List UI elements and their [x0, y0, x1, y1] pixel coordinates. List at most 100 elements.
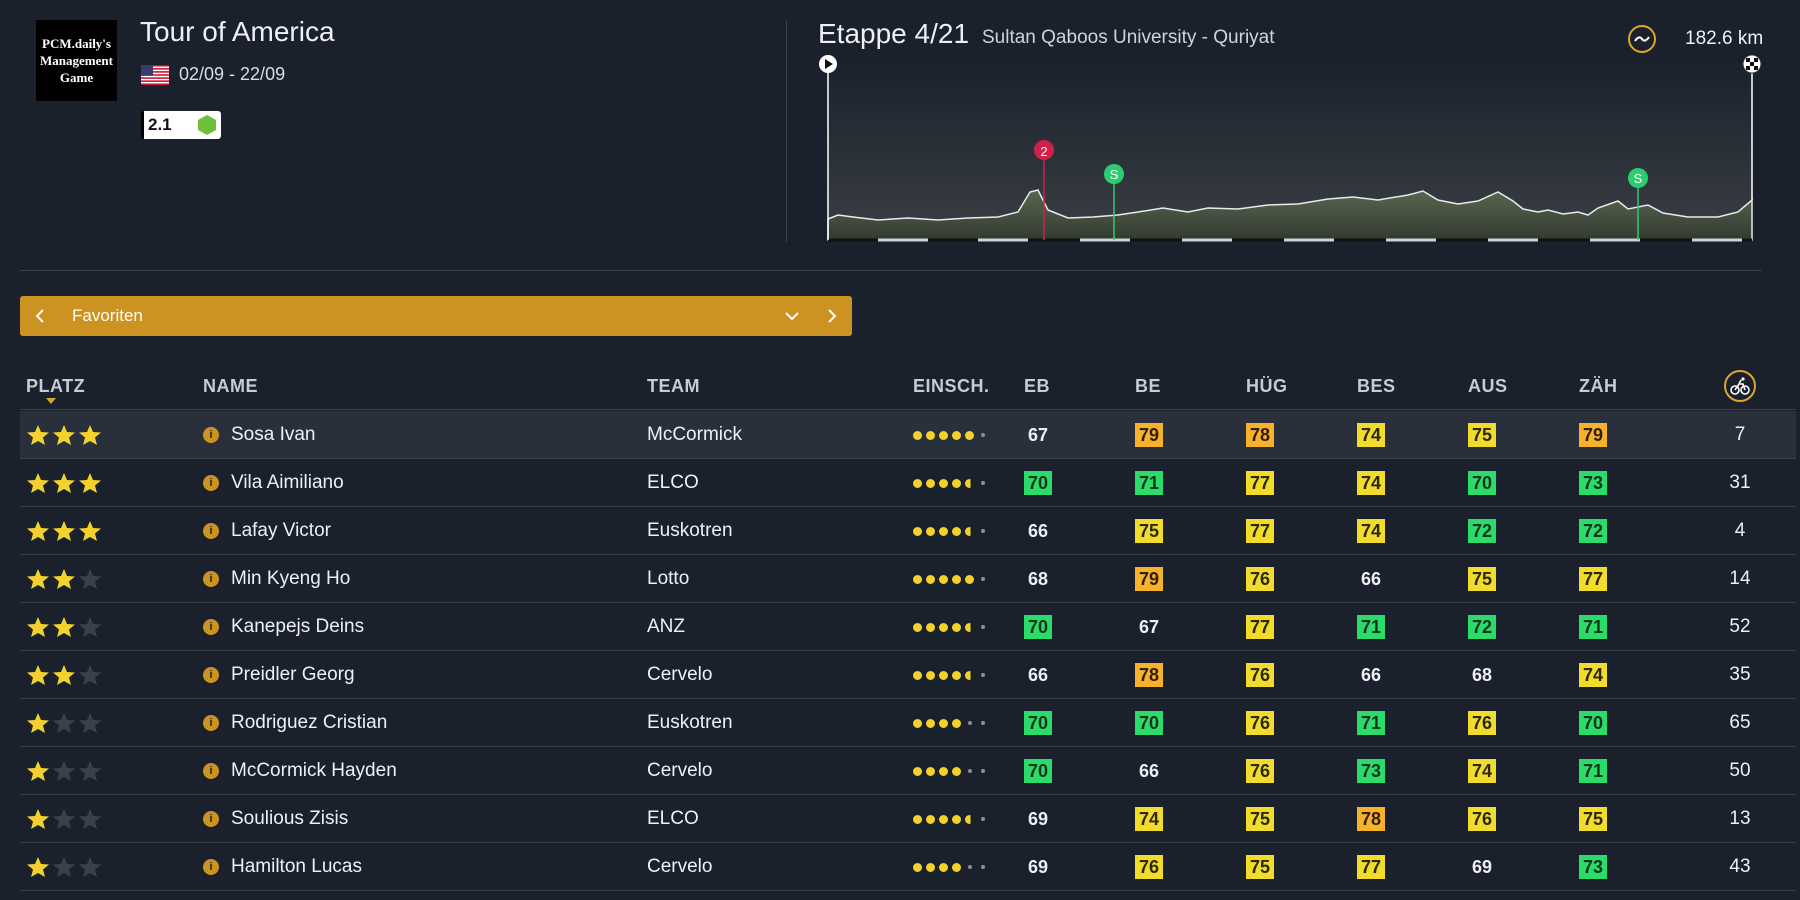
stat-value-bes: 74 [1357, 471, 1385, 495]
table-row[interactable]: i Rodriguez Cristian Euskotren 70 70 76 71 76 70… [20, 699, 1796, 747]
info-icon[interactable]: i [203, 763, 219, 779]
profile-terrain [827, 189, 1753, 241]
star-filled-icon [53, 617, 75, 637]
column-header-team[interactable]: TEAM [647, 376, 700, 396]
info-icon[interactable]: i [203, 475, 219, 491]
column-header-be[interactable]: BE [1135, 376, 1162, 396]
rider-team[interactable]: McCormick [647, 424, 742, 445]
rider-name[interactable]: Preidler Georg [231, 664, 355, 685]
rider-name[interactable]: Soulious Zisis [231, 808, 349, 829]
rider-number: 35 [1729, 664, 1751, 685]
table-row[interactable]: i Soulious Zisis ELCO 69 74 75 78 76 75 13 [20, 795, 1796, 843]
stat-cell-be: 70 [1135, 699, 1163, 747]
rating-dots [913, 651, 987, 699]
star-empty-icon [53, 809, 75, 829]
stat-value-aus: 68 [1471, 664, 1493, 685]
cyclist-icon[interactable] [1724, 370, 1756, 402]
rider-name[interactable]: Sosa Ivan [231, 424, 316, 445]
rider-team[interactable]: Cervelo [647, 856, 713, 877]
favorite-stars [26, 555, 102, 603]
sprint-marker[interactable] [1104, 164, 1124, 184]
stat-value-eb: 70 [1024, 471, 1052, 495]
info-icon[interactable]: i [203, 859, 219, 875]
rider-name[interactable]: Kanepejs Deins [231, 616, 365, 637]
stat-cell-aus: 76 [1468, 795, 1496, 843]
column-header-einsch[interactable]: EINSCH. [913, 376, 990, 396]
next-list-button[interactable] [812, 296, 852, 336]
stage-profile[interactable]: 2 S S [818, 52, 1764, 250]
rider-team[interactable]: Euskotren [647, 712, 733, 733]
table-row[interactable]: i Lafay Victor Euskotren 66 75 77 74 72 72 4 [20, 507, 1796, 555]
rider-name[interactable]: Lafay Victor [231, 520, 331, 541]
rider-team[interactable]: Lotto [647, 568, 690, 589]
stat-cell-eb: 69 [1024, 795, 1052, 843]
stat-cell-hug: 76 [1246, 747, 1274, 795]
rider-team[interactable]: Cervelo [647, 760, 713, 781]
stat-cell-eb: 66 [1024, 651, 1052, 699]
rider-team[interactable]: ELCO [647, 808, 699, 829]
star-filled-icon [27, 617, 49, 637]
star-filled-icon [27, 857, 49, 877]
column-header-bes[interactable]: BES [1357, 376, 1396, 396]
table-row[interactable]: i Sosa Ivan McCormick 67 79 78 74 75 79 7 [20, 411, 1796, 459]
info-icon[interactable]: i [203, 427, 219, 443]
rider-number: 50 [1729, 760, 1751, 781]
rider-team[interactable]: Cervelo [647, 664, 713, 685]
star-filled-icon [27, 761, 49, 781]
stat-value-bes: 66 [1360, 568, 1382, 589]
favorite-stars [26, 843, 102, 891]
stat-value-eb: 66 [1027, 664, 1049, 685]
category-hex-icon [198, 115, 216, 135]
rider-info-cell: i [203, 843, 219, 891]
table-row[interactable]: i Vila Aimiliano ELCO 70 71 77 74 70 73 31 [20, 459, 1796, 507]
rider-name[interactable]: Vila Aimiliano [231, 472, 344, 493]
rating-dot [913, 766, 922, 776]
stat-cell-eb: 69 [1024, 843, 1052, 891]
info-icon[interactable]: i [203, 571, 219, 587]
table-row[interactable]: i McCormick Hayden Cervelo 70 66 76 73 74 71 50 [20, 747, 1796, 795]
rider-number: 65 [1729, 712, 1751, 733]
info-icon[interactable]: i [203, 811, 219, 827]
column-header-eb[interactable]: EB [1024, 376, 1051, 396]
column-header-hug[interactable]: HÜG [1246, 376, 1288, 396]
list-selector-label[interactable]: Favoriten [72, 306, 143, 325]
stat-cell-bes: 73 [1357, 747, 1385, 795]
stat-cell-eb: 70 [1024, 747, 1052, 795]
column-header-platz[interactable]: PLATZ [26, 376, 86, 396]
rating-dot [952, 862, 961, 872]
rating-dot [939, 766, 948, 776]
stat-cell-hug: 75 [1246, 843, 1274, 891]
rating-dot [980, 673, 985, 677]
rider-name[interactable]: Hamilton Lucas [231, 856, 362, 877]
column-header-name[interactable]: NAME [203, 376, 258, 396]
stat-cell-zah: 79 [1579, 411, 1607, 459]
stat-cell-aus: 75 [1468, 411, 1496, 459]
stat-value-zah: 75 [1579, 807, 1607, 831]
climb-cat-2-marker[interactable] [1034, 140, 1054, 160]
rider-name[interactable]: Rodriguez Cristian [231, 712, 388, 733]
sprint-marker[interactable] [1628, 168, 1648, 188]
table-row[interactable]: i Min Kyeng Ho Lotto 68 79 76 66 75 77 14 [20, 555, 1796, 603]
rider-name[interactable]: McCormick Hayden [231, 760, 397, 781]
sprint-marker-label: S [1634, 171, 1643, 186]
rider-name[interactable]: Min Kyeng Ho [231, 568, 351, 589]
column-header-aus[interactable]: AUS [1468, 376, 1508, 396]
info-icon[interactable]: i [203, 523, 219, 539]
info-icon[interactable]: i [203, 667, 219, 683]
info-icon[interactable]: i [203, 715, 219, 731]
stat-value-be: 79 [1135, 567, 1163, 591]
table-row[interactable]: i Kanepejs Deins ANZ 70 67 77 71 72 71 52 [20, 603, 1796, 651]
previous-list-button[interactable] [20, 296, 60, 336]
game-logo: PCM.daily's Management Game [36, 20, 117, 101]
table-row[interactable]: i Hamilton Lucas Cervelo 69 76 75 77 69 73 43 [20, 843, 1796, 891]
info-icon[interactable]: i [203, 619, 219, 635]
table-row[interactable]: i Preidler Georg Cervelo 66 78 76 66 68 74 35 [20, 651, 1796, 699]
stat-value-be: 76 [1135, 855, 1163, 879]
stat-value-bes: 74 [1357, 519, 1385, 543]
list-dropdown-button[interactable] [772, 296, 812, 336]
rider-team[interactable]: Euskotren [647, 520, 733, 541]
column-header-zah[interactable]: ZÄH [1579, 376, 1618, 396]
rider-team[interactable]: ELCO [647, 472, 699, 493]
stat-value-eb: 70 [1024, 711, 1052, 735]
rider-team[interactable]: ANZ [647, 616, 685, 637]
